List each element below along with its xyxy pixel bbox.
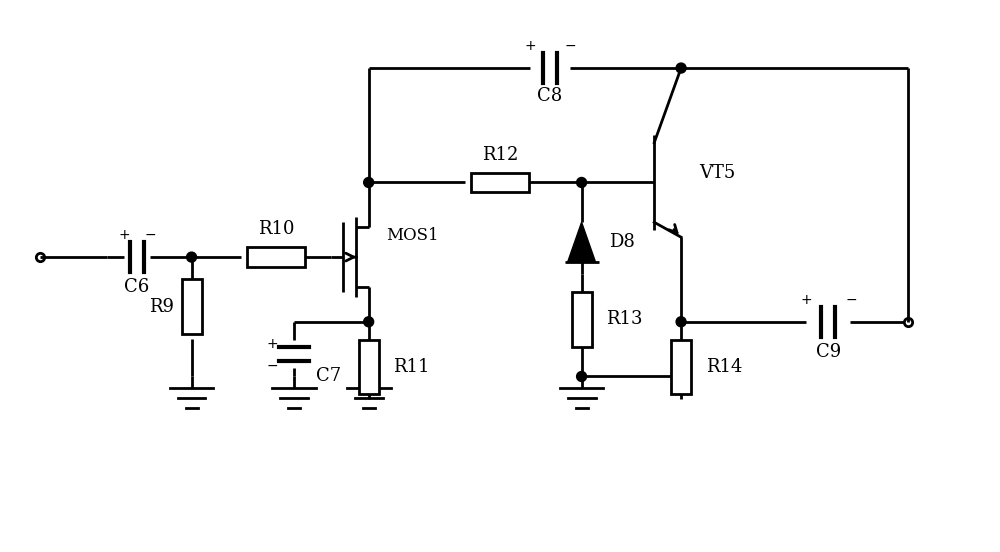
Bar <box>247 247 305 267</box>
Polygon shape <box>568 222 596 262</box>
Text: +: + <box>801 293 812 307</box>
Circle shape <box>577 371 587 381</box>
Circle shape <box>187 252 197 262</box>
Text: +: + <box>524 39 536 53</box>
Text: +: + <box>266 337 278 351</box>
Text: VT5: VT5 <box>699 163 735 182</box>
Text: D8: D8 <box>609 233 635 251</box>
Bar <box>471 173 529 193</box>
Circle shape <box>676 317 686 327</box>
Text: C7: C7 <box>316 368 341 385</box>
Bar <box>671 339 691 394</box>
Text: R13: R13 <box>606 310 643 328</box>
Text: +: + <box>118 228 130 242</box>
Circle shape <box>364 317 374 327</box>
Text: −: − <box>266 359 278 373</box>
Bar <box>572 292 592 347</box>
Circle shape <box>364 178 374 188</box>
Bar <box>359 339 379 394</box>
Text: −: − <box>145 228 157 242</box>
Text: C6: C6 <box>124 278 149 296</box>
Text: R9: R9 <box>149 298 174 316</box>
Bar <box>182 279 202 334</box>
Text: R14: R14 <box>706 358 742 375</box>
Text: R10: R10 <box>258 220 294 238</box>
Text: −: − <box>565 39 576 53</box>
Text: R12: R12 <box>482 146 518 163</box>
Text: R11: R11 <box>394 358 430 375</box>
Text: C9: C9 <box>816 343 841 360</box>
Text: −: − <box>845 293 857 307</box>
Text: MOS1: MOS1 <box>387 227 439 243</box>
Circle shape <box>676 63 686 73</box>
Circle shape <box>577 178 587 188</box>
Text: C8: C8 <box>537 87 562 105</box>
